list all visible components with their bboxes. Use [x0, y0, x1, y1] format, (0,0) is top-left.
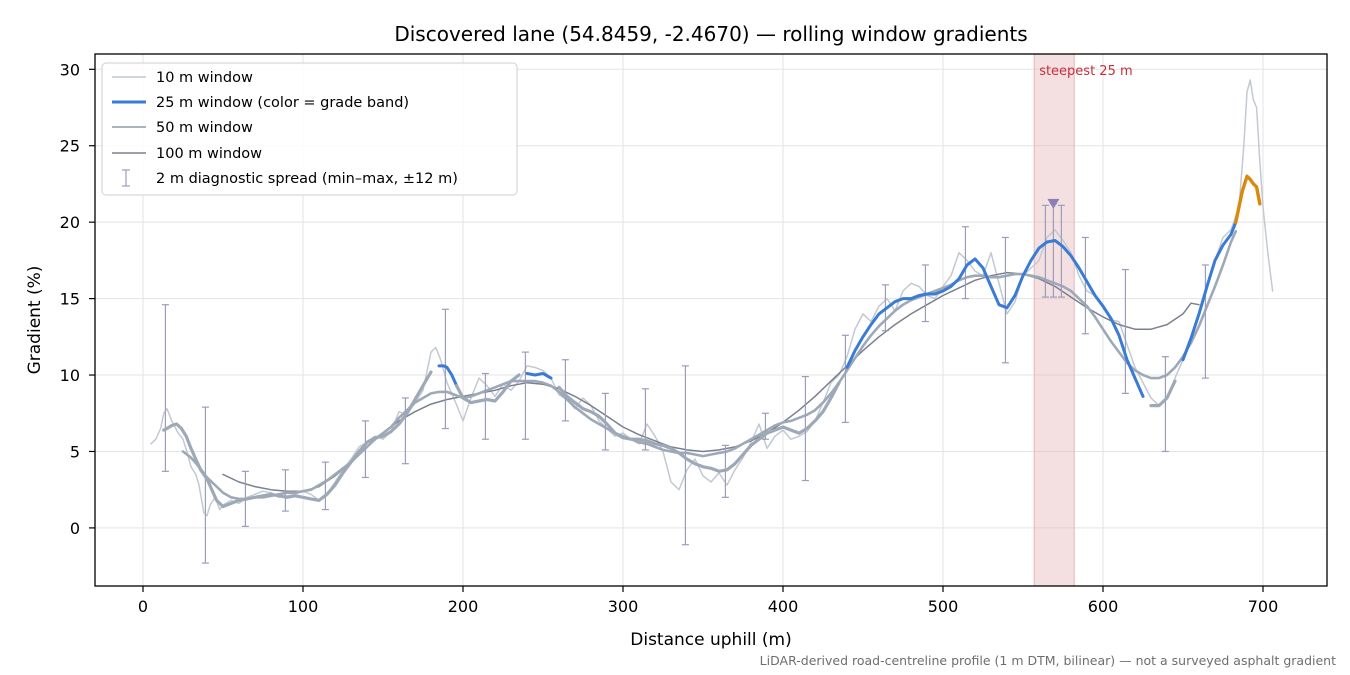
series-25m-segment-base	[1149, 379, 1177, 408]
series-line-w50	[181, 230, 1238, 501]
series-25m-segment-steep	[845, 239, 1145, 398]
x-tick-label: 300	[608, 597, 639, 616]
steepest-band-label: steepest 25 m	[1039, 64, 1132, 79]
errorbar	[1001, 236, 1009, 364]
legend-label-errorbar: 2 m diagnostic spread (min–max, ±12 m)	[156, 171, 458, 187]
series-25m-segment-base	[557, 381, 841, 473]
x-tick-label: 100	[288, 597, 319, 616]
errorbar	[1201, 264, 1209, 379]
x-tick-label: 200	[448, 597, 479, 616]
series-25m-segment-base	[162, 370, 433, 509]
x-axis-ticks: 0 100 200 300 400 500 600 700	[138, 586, 1278, 616]
legend-label-50m: 50 m window	[156, 120, 253, 136]
legend: 10 m window 25 m window (color = grade b…	[101, 62, 518, 196]
steepest-highlight-band	[1033, 53, 1075, 587]
y-axis-ticks: 0 5 10 15 20 25 30	[60, 60, 95, 538]
plot-frame	[94, 53, 1328, 587]
series-50m-window	[181, 230, 1238, 501]
errorbar	[1081, 236, 1089, 335]
x-tick-label: 700	[1248, 597, 1279, 616]
chart-title: Discovered lane (54.8459, -2.4670) — rol…	[394, 22, 1027, 46]
errorbar	[561, 359, 569, 422]
diagnostic-spread-errorbars	[161, 203, 1209, 564]
errorbar	[361, 420, 369, 479]
errorbar	[1041, 204, 1049, 298]
errorbar	[441, 308, 449, 430]
steepest-band-rect	[1033, 53, 1075, 587]
y-tick-label: 15	[60, 290, 80, 309]
errorbar	[961, 226, 969, 300]
errorbar	[1121, 268, 1129, 394]
legend-label-10m: 10 m window	[156, 70, 253, 86]
errorbar	[161, 304, 169, 472]
errorbar	[681, 365, 689, 546]
errorbar	[281, 469, 289, 512]
series-25m-segment-steep	[525, 372, 553, 380]
y-tick-label: 0	[70, 519, 80, 538]
x-tick-label: 500	[928, 597, 959, 616]
x-axis-label: Distance uphill (m)	[630, 630, 791, 650]
x-tick-label: 0	[138, 597, 148, 616]
errorbar	[1057, 204, 1065, 298]
errorbar	[201, 406, 209, 564]
legend-label-25m: 25 m window (color = grade band)	[156, 95, 409, 111]
errorbar	[1161, 356, 1169, 453]
series-25m-segment-base	[455, 373, 521, 405]
y-tick-label: 20	[60, 213, 80, 232]
series-25m-segment-steep	[1181, 220, 1238, 362]
series-25m-segment-steepest	[1234, 174, 1262, 224]
y-tick-label: 30	[60, 60, 80, 79]
steepest-marker	[1047, 198, 1060, 209]
legend-box	[101, 62, 518, 196]
errorbar	[321, 461, 329, 511]
errorbar	[481, 372, 489, 440]
errorbar	[521, 351, 529, 440]
x-tick-label: 400	[768, 597, 799, 616]
errorbar	[401, 397, 409, 465]
y-tick-label: 5	[70, 442, 80, 461]
steepest-marker-triangle	[1047, 198, 1060, 209]
errorbar	[841, 334, 849, 424]
y-tick-label: 10	[60, 366, 80, 385]
series-25m-segment-steep	[437, 364, 459, 388]
legend-label-100m: 100 m window	[156, 146, 262, 162]
x-tick-label: 600	[1088, 597, 1119, 616]
footnote: LiDAR-derived road-centreline profile (1…	[760, 653, 1336, 668]
series-25m-window	[162, 174, 1262, 509]
y-axis-label: Gradient (%)	[25, 266, 45, 375]
y-tick-label: 25	[60, 137, 80, 156]
legend-swatch-errorbar	[122, 169, 130, 187]
